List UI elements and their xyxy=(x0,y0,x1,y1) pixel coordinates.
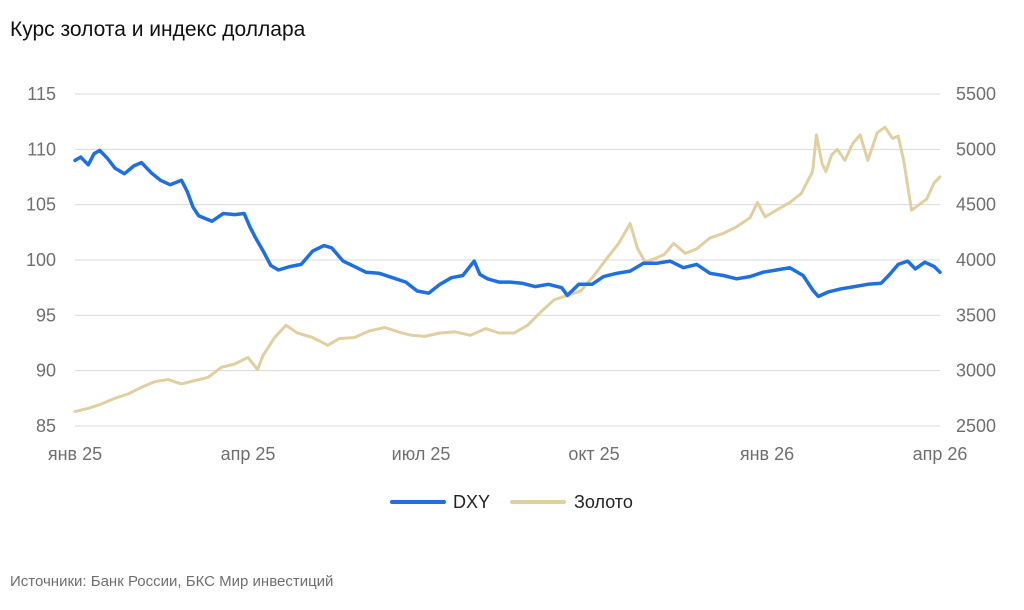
grid-layer xyxy=(75,93,940,427)
x-tick-label: янв 25 xyxy=(48,444,102,464)
legend-label-dxy: DXY xyxy=(453,492,490,512)
y-right-tick-label: 2500 xyxy=(956,416,996,436)
y-left-tick-label: 100 xyxy=(26,250,56,270)
y-left-tick-label: 95 xyxy=(36,305,56,325)
chart-canvas: 85 90 95 100 105 110 115 2500 3000 3500 4000 4500 50… xyxy=(26,84,996,512)
y-left-tick-label: 85 xyxy=(36,416,56,436)
y-left-tick-label: 115 xyxy=(27,84,56,104)
source-note: Источники: Банк России, БКС Мир инвестиц… xyxy=(10,573,334,590)
y-right-tick-label: 5500 xyxy=(956,84,996,104)
series-layer xyxy=(73,125,942,414)
x-tick-label: июл 25 xyxy=(392,444,451,464)
y-right-tick-label: 5000 xyxy=(956,139,996,159)
legend-label-gold: Золото xyxy=(574,492,633,512)
x-tick-label: янв 26 xyxy=(740,444,794,464)
y-right-tick-label: 3500 xyxy=(956,305,996,325)
x-tick-label: апр 26 xyxy=(913,444,968,464)
y-left-tick-label: 90 xyxy=(36,361,56,381)
tick-layer: 85 90 95 100 105 110 115 2500 3000 3500 4000 4500 50… xyxy=(26,84,996,464)
legend: DXY Золото xyxy=(390,492,633,512)
y-left-tick-label: 105 xyxy=(26,195,56,215)
y-right-tick-label: 4000 xyxy=(956,250,996,270)
series-line-gold xyxy=(73,125,942,414)
x-tick-label: апр 25 xyxy=(221,444,276,464)
x-tick-label: окт 25 xyxy=(568,444,619,464)
series-line-dxy xyxy=(73,148,942,299)
y-right-tick-label: 4500 xyxy=(956,195,996,215)
chart-title: Курс золота и индекс доллара xyxy=(10,18,306,41)
y-right-tick-label: 3000 xyxy=(956,361,996,381)
y-left-tick-label: 110 xyxy=(27,139,56,159)
